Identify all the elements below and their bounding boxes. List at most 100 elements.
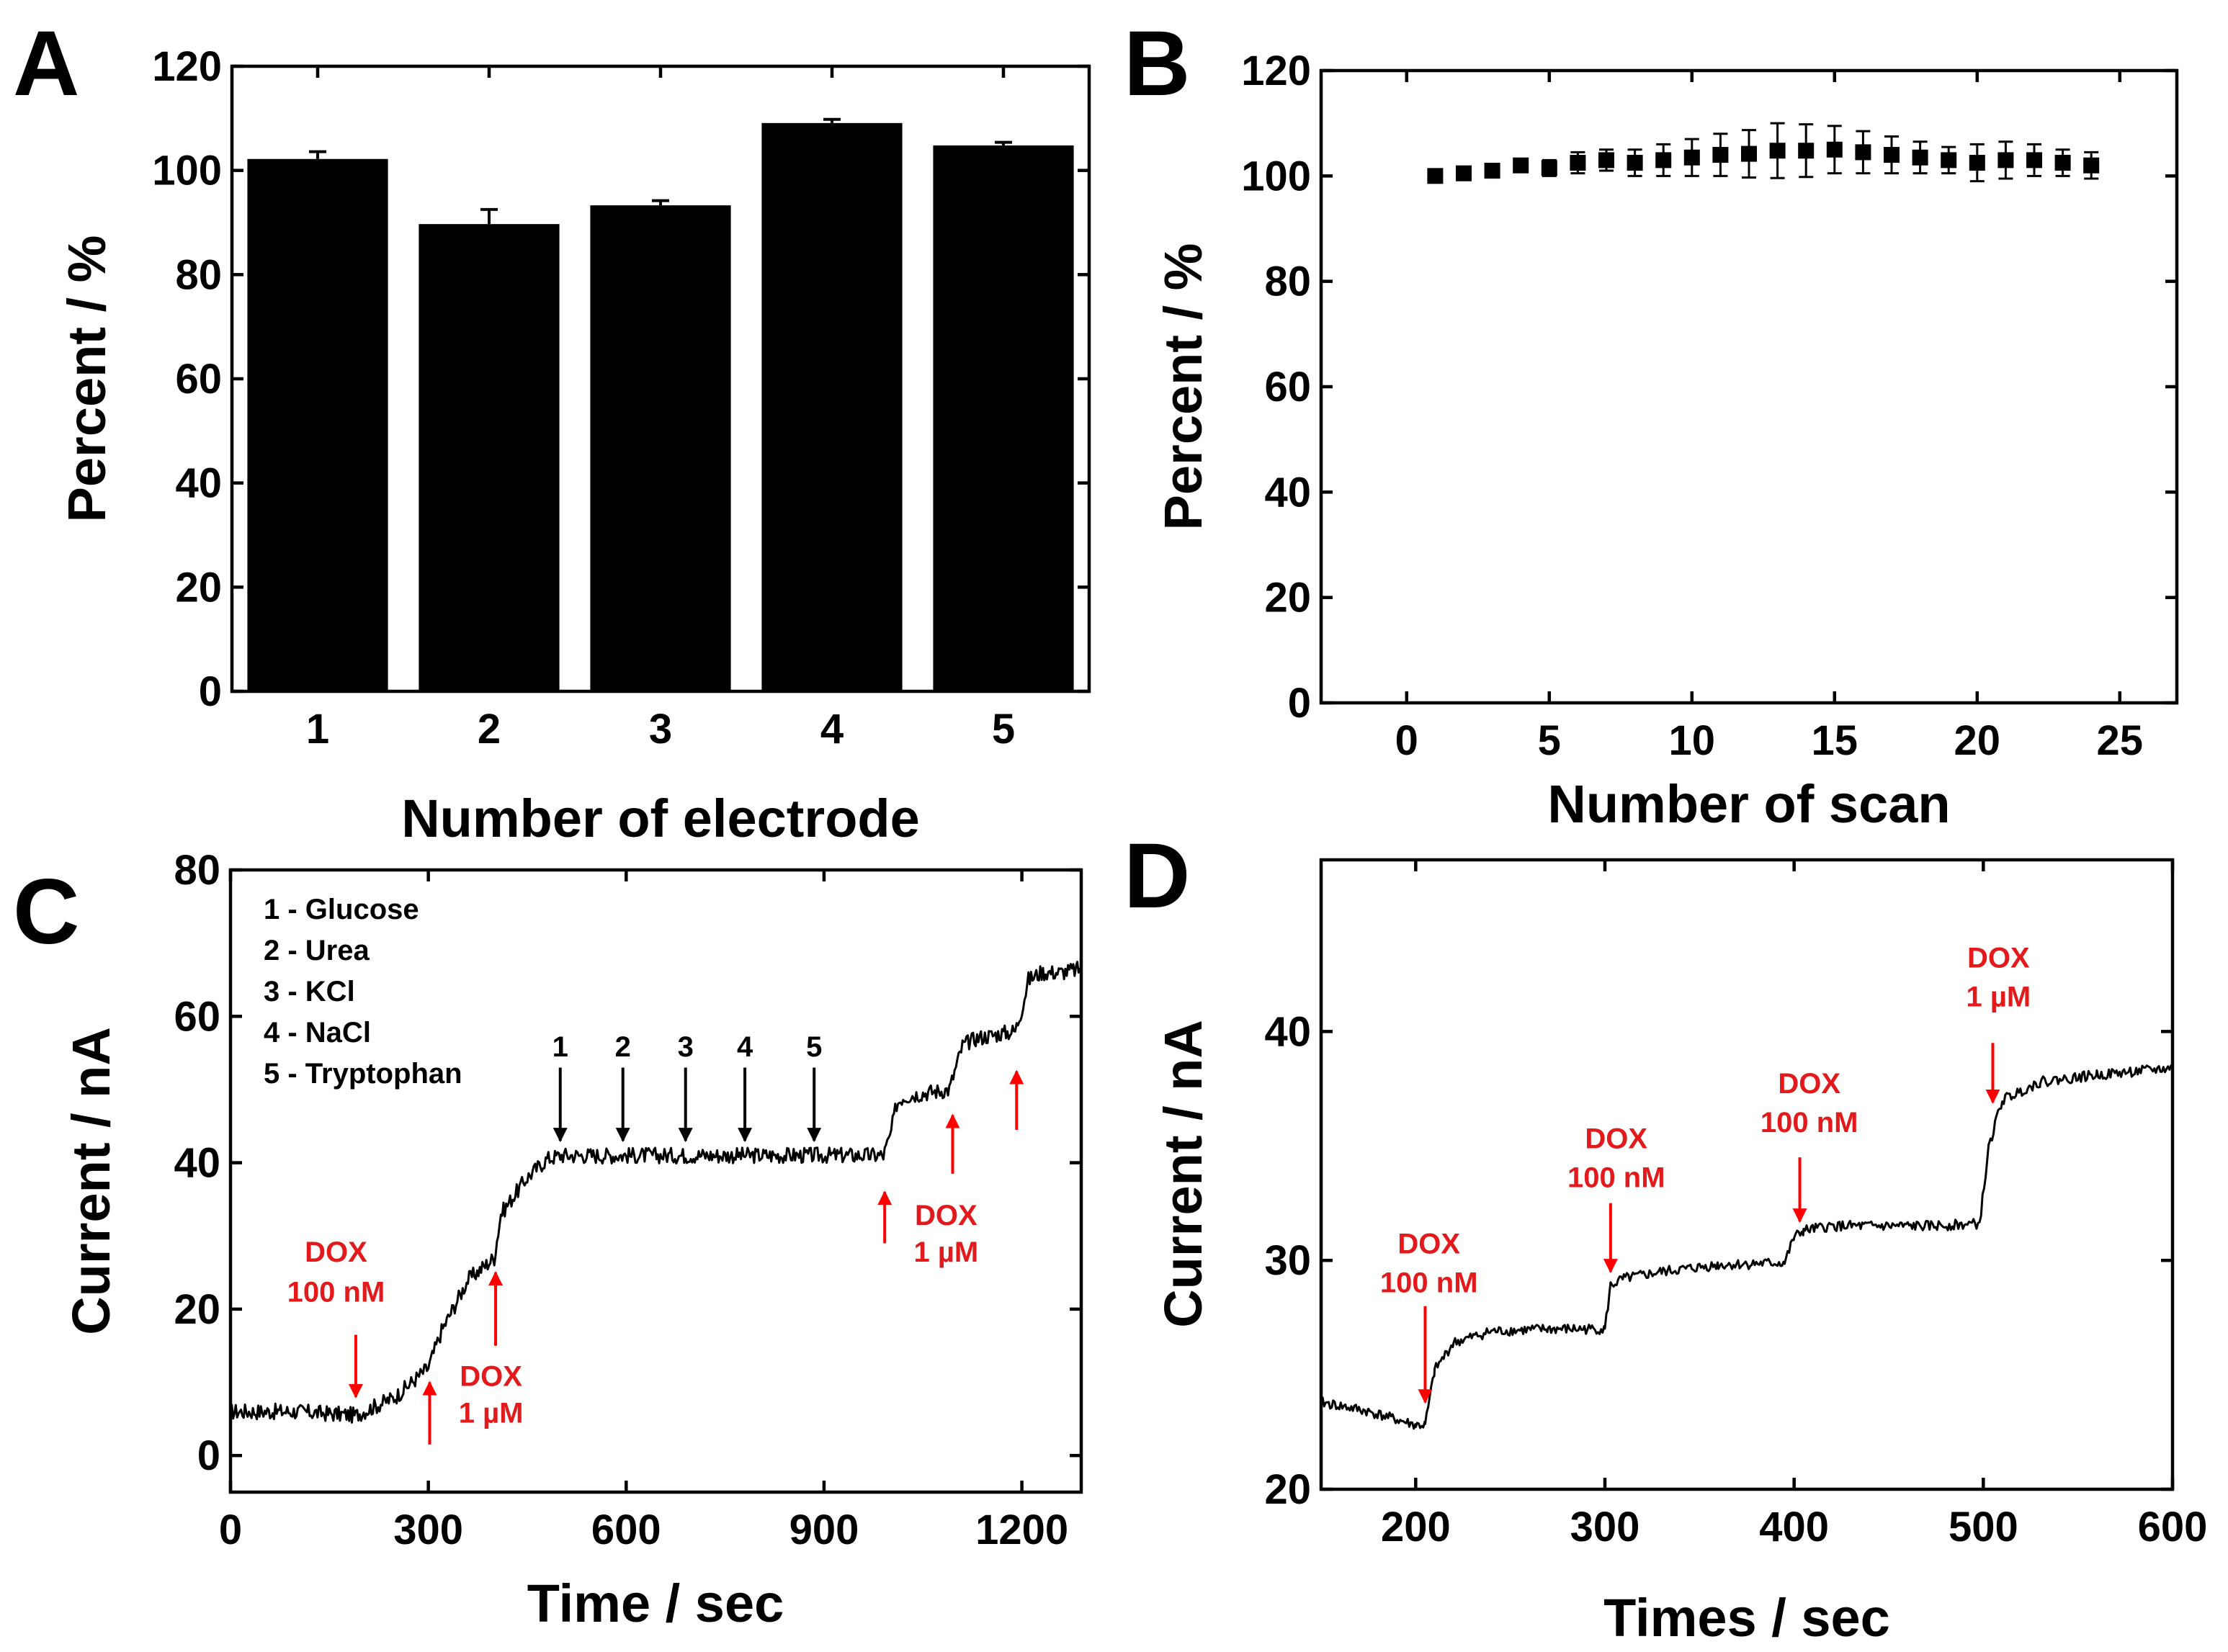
panel-c-plot-frame — [228, 868, 1083, 1494]
panel-b-point — [1798, 143, 1815, 159]
panel-c-dox-label: DOX — [915, 1200, 977, 1231]
panel-a-plot-frame — [230, 64, 1091, 693]
panel-a: A 0 20 40 60 80 100 120 1 2 3 4 5 Number of electr… — [13, 12, 1091, 848]
panel-d-label: D — [1124, 825, 1190, 928]
panel-d-dox-concentration: 1 µM — [1966, 981, 2031, 1013]
panel-a-x-axis: 1 2 3 4 5 — [306, 66, 1015, 753]
panel-b-point — [1741, 145, 1757, 162]
panel-b-point — [1513, 157, 1529, 174]
panel-a-bar-5 — [933, 145, 1074, 692]
panel-b: B 0 20 40 60 80 100 120 0 5 10 15 20 25 Number of s… — [1124, 12, 2179, 834]
panel-c: C 0 20 40 60 80 0 300 600 900 1200 1 - Glucose 2 … — [13, 847, 1083, 1633]
panel-b-ytick-label: 40 — [1264, 469, 1311, 516]
panel-c-marker-label: 5 — [806, 1031, 822, 1063]
panel-a-xtick-label: 2 — [478, 706, 501, 753]
panel-c-legend-entry: 3 - KCl — [264, 976, 355, 1007]
panel-c-xtick-label: 900 — [789, 1507, 859, 1553]
panel-b-point — [1541, 160, 1557, 176]
panel-a-ytick-label: 40 — [175, 460, 222, 507]
panel-d-xtick-label: 200 — [1381, 1504, 1451, 1550]
panel-b-ytick-label: 120 — [1241, 48, 1311, 94]
panel-a-ytick-label: 20 — [175, 564, 222, 611]
panel-b-y-axis: 0 20 40 60 80 100 120 — [1241, 48, 2177, 727]
panel-b-ytick-label: 20 — [1264, 575, 1311, 621]
panel-b-y-label: Percent / % — [1153, 243, 1213, 531]
panel-a-bar-2 — [419, 224, 560, 691]
panel-a-y-label: Percent / % — [57, 235, 117, 523]
panel-a-ytick-label: 120 — [152, 43, 222, 90]
panel-c-annotations: DOX 100 nM DOX 1 µM DOX 1 µM — [287, 1069, 1024, 1445]
panel-d-annotations: DOX 100 nM DOX 100 nM DOX 100 nM DOX 1 µM — [1380, 942, 2031, 1404]
panel-d-plot-frame — [1319, 858, 2175, 1491]
panel-b-point — [1769, 143, 1786, 159]
panel-c-ytick-label: 60 — [174, 993, 220, 1040]
panel-a-ytick-label: 60 — [175, 356, 222, 403]
panel-b-point — [1912, 149, 1928, 166]
panel-a-label: A — [13, 12, 79, 115]
panel-a-bar-1 — [247, 158, 388, 692]
panel-b-ytick-label: 100 — [1241, 153, 1311, 199]
panel-c-ytick-label: 20 — [174, 1286, 220, 1333]
panel-b-label: B — [1124, 12, 1190, 115]
panel-d-xtick-label: 500 — [1949, 1504, 2018, 1550]
panel-a-y-axis: 0 20 40 60 80 100 120 — [152, 43, 1089, 715]
panel-b-ytick-label: 80 — [1264, 259, 1311, 305]
panel-a-xtick-label: 1 — [306, 706, 329, 753]
panel-a-xtick-label: 5 — [992, 706, 1015, 753]
panel-b-xtick-label: 5 — [1538, 717, 1561, 764]
panel-b-point — [1655, 152, 1672, 169]
panel-d-y-axis: 20 30 40 — [1264, 1008, 2173, 1513]
panel-c-trace — [230, 961, 1082, 1424]
panel-c-dox-concentration: 100 nM — [287, 1277, 385, 1308]
panel-d-dox-concentration: 100 nM — [1567, 1162, 1665, 1193]
panel-b-xtick-label: 25 — [2097, 717, 2144, 764]
panel-c-legend-entry: 4 - NaCl — [264, 1017, 371, 1049]
panel-d-dox-concentration: 100 nM — [1380, 1267, 1478, 1299]
panel-c-dox-label: DOX — [305, 1236, 367, 1268]
panel-d-dox-label: DOX — [1585, 1123, 1647, 1154]
panel-b-point — [1484, 163, 1500, 179]
panel-b-point — [2083, 157, 2100, 174]
panel-c-label: C — [13, 861, 79, 964]
panel-c-x-label: Time / sec — [527, 1574, 784, 1633]
panel-c-xtick-label: 1200 — [975, 1507, 1068, 1553]
panel-b-xtick-label: 0 — [1395, 717, 1418, 764]
panel-d-dox-label: DOX — [1397, 1229, 1460, 1260]
panel-b-xtick-label: 15 — [1812, 717, 1858, 764]
panel-c-marker-label: 1 — [552, 1031, 568, 1063]
panel-a-ytick-label: 80 — [175, 251, 222, 298]
panel-d-dox-concentration: 100 nM — [1761, 1107, 1858, 1139]
panel-b-point — [2054, 155, 2071, 171]
panel-b-point — [1683, 149, 1700, 166]
panel-d: D 20 30 40 200 300 400 500 600 DOX 100 nM DOX 100… — [1124, 825, 2207, 1648]
panel-c-marker-label: 2 — [615, 1031, 631, 1063]
panel-c-y-label: Current / nA — [61, 1027, 121, 1335]
panel-b-ytick-label: 60 — [1264, 364, 1311, 410]
panel-c-dox-label: DOX — [460, 1361, 522, 1393]
panel-c-legend-entry: 1 - Glucose — [264, 894, 419, 925]
panel-c-xtick-label: 0 — [219, 1507, 242, 1553]
panel-b-point — [1884, 147, 1900, 163]
panel-a-ytick-label: 0 — [199, 668, 222, 715]
panel-d-ytick-label: 30 — [1264, 1237, 1311, 1284]
panel-c-legend: 1 - Glucose 2 - Urea 3 - KCl 4 - NaCl 5 - Tr… — [264, 894, 462, 1090]
panel-a-xtick-label: 3 — [649, 706, 672, 753]
panel-c-xtick-label: 300 — [393, 1507, 463, 1553]
panel-b-point — [1427, 168, 1444, 184]
panel-b-point — [1627, 155, 1643, 171]
panel-b-x-axis: 0 5 10 15 20 25 — [1395, 71, 2143, 764]
panel-c-marker-label: 3 — [678, 1031, 694, 1063]
panel-b-points — [1427, 122, 2100, 184]
panel-c-dox-concentration: 1 µM — [459, 1397, 524, 1429]
panel-c-series-current — [230, 961, 1082, 1424]
panel-c-marker-label: 4 — [737, 1031, 753, 1063]
panel-d-xtick-label: 600 — [2138, 1504, 2208, 1550]
panel-c-y-axis: 0 20 40 60 80 — [174, 847, 1081, 1479]
panel-c-legend-entry: 5 - Tryptophan — [264, 1058, 462, 1090]
panel-b-point — [2026, 152, 2042, 169]
panel-d-x-label: Times / sec — [1603, 1588, 1890, 1648]
panel-d-xtick-label: 400 — [1759, 1504, 1829, 1550]
panel-b-point — [1598, 152, 1614, 169]
panel-d-dox-label: DOX — [1967, 942, 2030, 974]
